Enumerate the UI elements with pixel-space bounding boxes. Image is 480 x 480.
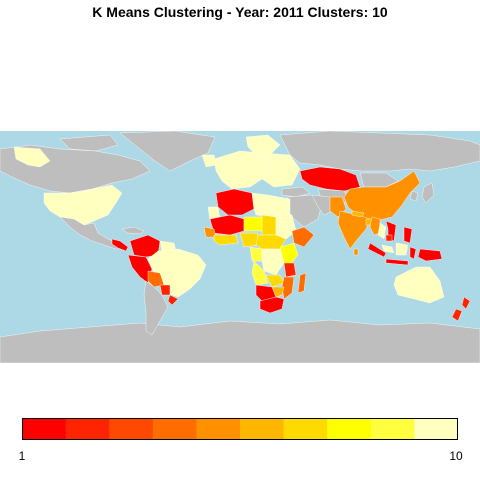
niger <box>243 216 265 232</box>
legend-swatch-9 <box>370 418 415 440</box>
gabon-congo <box>249 246 263 262</box>
legend-swatch-7 <box>283 418 328 440</box>
legend-max-label: 10 <box>449 449 463 463</box>
west-africa-coast <box>213 234 239 246</box>
thailand <box>377 222 387 240</box>
indonesia-java <box>385 258 409 266</box>
sri-lanka <box>353 248 359 256</box>
legend-frame <box>22 418 458 440</box>
russia <box>279 131 480 172</box>
sudan <box>275 214 297 240</box>
east-africa <box>279 242 299 266</box>
usa <box>43 184 123 226</box>
nepal <box>351 210 365 218</box>
chad <box>261 214 277 236</box>
color-legend <box>22 418 458 440</box>
madagascar <box>297 272 307 294</box>
legend-min-label: 1 <box>18 449 26 463</box>
philippines <box>403 226 413 244</box>
greenland <box>119 131 216 172</box>
world-map <box>0 131 480 363</box>
indonesia-sulawesi <box>409 246 417 260</box>
mauritania-mali <box>209 214 245 236</box>
japan <box>421 182 435 204</box>
legend-swatch-8 <box>327 418 372 440</box>
china <box>343 170 421 222</box>
legend-swatch-6 <box>240 418 285 440</box>
bolivia <box>147 270 165 288</box>
legend-swatch-3 <box>109 418 154 440</box>
paraguay <box>159 284 171 296</box>
australia <box>393 266 445 304</box>
legend-swatch-2 <box>65 418 110 440</box>
new-zealand-north <box>461 296 471 310</box>
caribbean <box>121 226 145 235</box>
chart-title: K Means Clustering - Year: 2011 Clusters… <box>92 4 388 20</box>
antarctica <box>0 319 480 363</box>
iceland-uk <box>201 154 217 168</box>
legend-swatch-5 <box>196 418 241 440</box>
indonesia-sumatra <box>367 242 387 258</box>
morocco-algeria <box>215 188 255 216</box>
mongolia <box>359 172 399 188</box>
cambodia <box>385 234 393 242</box>
new-zealand-south <box>451 308 463 322</box>
myanmar <box>369 216 381 236</box>
legend-swatch-4 <box>152 418 197 440</box>
europe-east <box>261 152 301 188</box>
alaska <box>13 146 51 168</box>
zimbabwe <box>271 286 285 298</box>
legend-swatch-10 <box>414 418 458 440</box>
arctic-islands <box>59 134 119 152</box>
malaysia <box>381 244 395 254</box>
korea <box>409 190 419 202</box>
mozambique <box>281 276 295 300</box>
turkey <box>281 186 311 198</box>
angola <box>251 260 269 286</box>
indonesia-borneo <box>395 242 409 256</box>
chile-argentina <box>143 280 169 336</box>
legend-swatch-1 <box>22 418 67 440</box>
uruguay <box>167 294 179 306</box>
tanzania <box>283 262 297 278</box>
central-america-red <box>111 238 129 252</box>
ethiopia-somalia <box>291 226 315 248</box>
europe-west <box>213 150 271 190</box>
papua <box>417 248 443 262</box>
south-africa <box>259 296 285 314</box>
